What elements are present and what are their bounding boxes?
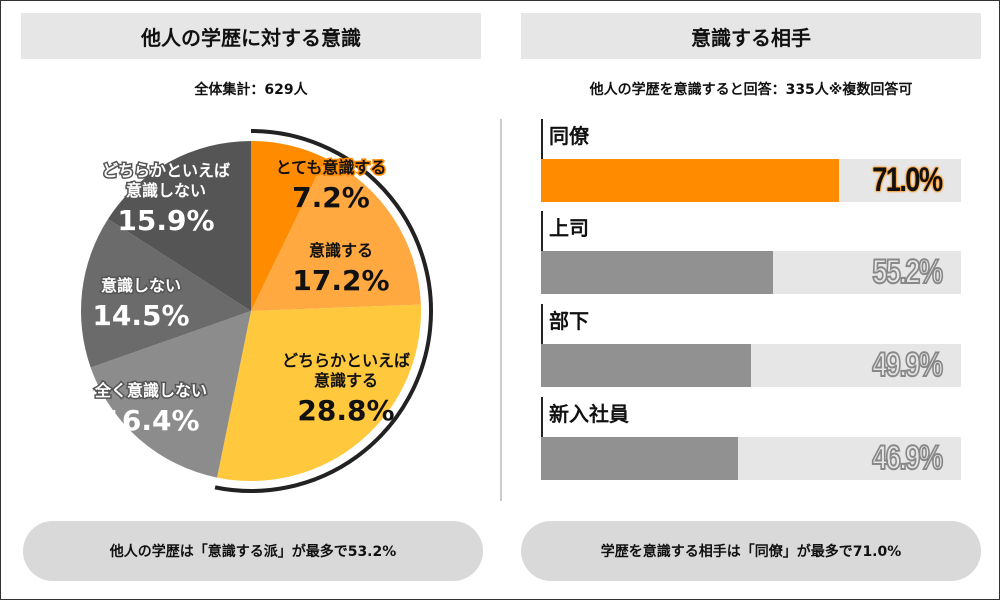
right-title: 意識する相手 [521, 13, 981, 59]
bar-track: 71.0% [541, 159, 961, 202]
left-subtitle: 全体集計：629人 [194, 82, 308, 98]
bar-value-label: 46.9% [871, 438, 943, 478]
bar [541, 344, 751, 387]
bar-value-label: 71.0% [871, 161, 943, 199]
bar-track: 55.2% [541, 251, 961, 294]
bar-category-label: 新入社員 [541, 397, 629, 437]
pie-slice-label: 意識する [309, 241, 373, 260]
bar-category-label: 上司 [541, 211, 589, 251]
bar [541, 251, 773, 294]
pie-slice-value: 28.8% [297, 394, 394, 427]
pie-slice-label: 意識しない [101, 276, 181, 295]
bar-track: 49.9% [541, 344, 961, 387]
pie-slice [251, 158, 421, 311]
right-summary: 学歴を意識する相手は「同僚」が最多で71.0% [521, 521, 981, 581]
pie-slice [217, 304, 421, 481]
bar-value-label: 55.2% [871, 252, 943, 292]
pie-slice-value: 17.2% [292, 264, 389, 297]
pie-slice [251, 141, 326, 311]
left-summary: 他人の学歴は「意識する派」が最多で53.2% [23, 521, 483, 581]
bar-track: 46.9% [541, 437, 961, 480]
bar [541, 159, 840, 202]
bar [541, 437, 738, 480]
pie-slice-value: 15.9% [117, 204, 214, 237]
pie-slice-value: 16.4% [102, 404, 199, 437]
pie-slice-value: 7.2% [292, 181, 370, 214]
pie-slice [108, 141, 251, 311]
bar-value-label: 49.9% [871, 345, 943, 385]
pie-slice [81, 219, 251, 368]
right-subtitle: 他人の学歴を意識すると回答：335人※複数回答可 [589, 82, 913, 98]
bar-category-label: 部下 [541, 304, 589, 344]
pie-slice-label: 全く意識しない [94, 381, 207, 400]
pie-slice-label: どちらかといえば意識しない [102, 161, 230, 200]
pie-slice-label: どちらかといえば意識する [282, 351, 410, 390]
pie-slice-label: とても意識する [276, 158, 387, 177]
highlight-arc [214, 129, 433, 493]
left-title: 他人の学歴に対する意識 [21, 13, 481, 59]
divider [500, 119, 502, 501]
bar-category-label: 同僚 [541, 119, 589, 159]
pie-chart: とても意識する 7.2% 意識する 17.2% どちらかといえば意識する 28.8% 全く意… [81, 129, 433, 493]
pie-slice [90, 311, 251, 478]
pie-slice-value: 14.5% [92, 299, 189, 332]
